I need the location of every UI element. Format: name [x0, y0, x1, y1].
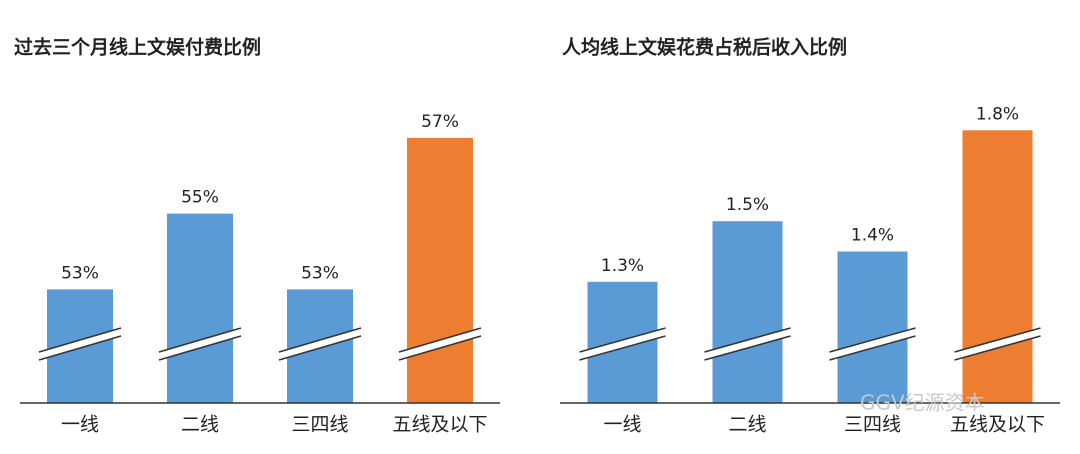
- bar: [962, 130, 1033, 404]
- bar: [712, 221, 783, 403]
- axis-break-line: [158, 335, 242, 361]
- axis-break-line: [954, 335, 1041, 361]
- x-tick-label: 一线: [603, 414, 641, 436]
- axis-break: [39, 328, 121, 360]
- watermark: GGV纪源资本: [860, 391, 985, 415]
- value-label: 57%: [421, 112, 459, 132]
- axis-break-line: [954, 327, 1041, 353]
- axis-break: [829, 328, 916, 360]
- axis-break-line: [704, 327, 791, 353]
- value-label: 55%: [181, 188, 219, 208]
- axis-break-line: [398, 327, 482, 353]
- value-label: 1.5%: [726, 195, 769, 215]
- axis-break-line: [278, 327, 362, 353]
- value-label: 1.3%: [601, 256, 644, 276]
- value-label: 1.4%: [851, 226, 894, 246]
- axis-break: [954, 328, 1041, 360]
- axis-break: [159, 328, 241, 360]
- x-tick-label: 三四线: [844, 414, 901, 436]
- axis-break: [704, 328, 791, 360]
- bar: [407, 137, 473, 403]
- value-label: 53%: [61, 263, 99, 283]
- axis-break-line: [579, 335, 666, 361]
- chart-title: 过去三个月线上文娱付费比例: [14, 36, 261, 59]
- axis-break: [579, 328, 666, 360]
- axis-break-line: [704, 335, 791, 361]
- axis-break-line: [579, 327, 666, 353]
- axis-break-line: [38, 327, 122, 353]
- axis-break: [279, 328, 361, 360]
- axis-break-line: [829, 327, 916, 353]
- axis-break-line: [398, 335, 482, 361]
- chart-title: 人均线上文娱花费占税后收入比例: [562, 36, 847, 59]
- axis-break-line: [38, 335, 122, 361]
- x-tick-label: 三四线: [291, 414, 348, 436]
- x-tick-label: 五线及以下: [392, 414, 487, 436]
- value-label: 53%: [301, 263, 339, 283]
- bar: [167, 213, 233, 403]
- bar: [837, 251, 908, 403]
- x-tick-label: 五线及以下: [950, 414, 1045, 436]
- value-label: 1.8%: [976, 104, 1019, 124]
- axis-break-line: [278, 335, 362, 361]
- axis-break-line: [158, 327, 242, 353]
- axis-break: [399, 328, 481, 360]
- x-tick-label: 二线: [181, 414, 219, 436]
- x-tick-label: 二线: [728, 414, 766, 436]
- axis-break-line: [829, 335, 916, 361]
- x-tick-label: 一线: [61, 414, 99, 436]
